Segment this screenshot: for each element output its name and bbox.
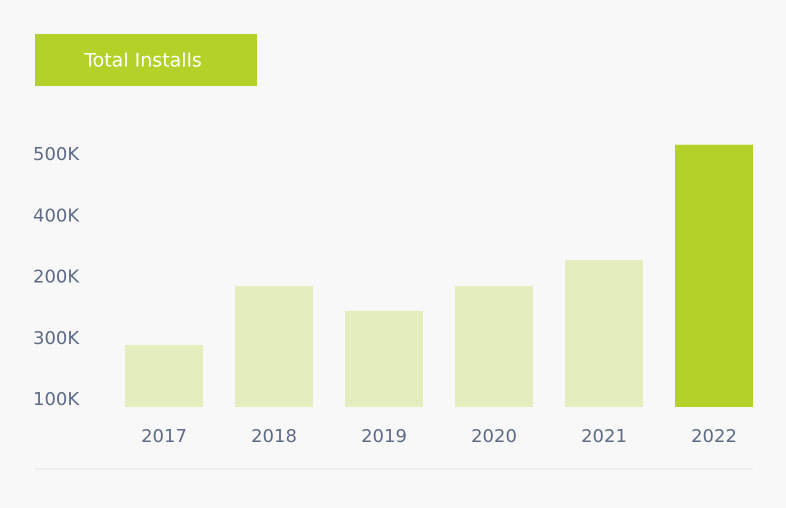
title-badge bbox=[35, 34, 257, 86]
bar bbox=[675, 144, 753, 408]
x-tick-label: 2022 bbox=[691, 426, 737, 447]
bar bbox=[565, 260, 643, 407]
bar bbox=[455, 286, 533, 407]
x-tick-label: 2018 bbox=[251, 426, 297, 447]
y-axis-label: 300K bbox=[33, 328, 80, 349]
y-axis-label: 100K bbox=[33, 389, 80, 410]
x-tick-label: 2020 bbox=[471, 426, 517, 447]
y-axis-label: 200K bbox=[33, 267, 80, 288]
y-axis-label: 500K bbox=[33, 144, 80, 165]
bar bbox=[125, 345, 203, 407]
chart-title: Total Installs bbox=[83, 50, 202, 72]
y-axis-label: 400K bbox=[33, 205, 80, 226]
x-tick-label: 2021 bbox=[581, 426, 627, 447]
x-tick-label: 2019 bbox=[361, 426, 407, 447]
bar bbox=[235, 286, 313, 407]
bar bbox=[345, 310, 423, 407]
x-tick-label: 2017 bbox=[141, 426, 187, 447]
